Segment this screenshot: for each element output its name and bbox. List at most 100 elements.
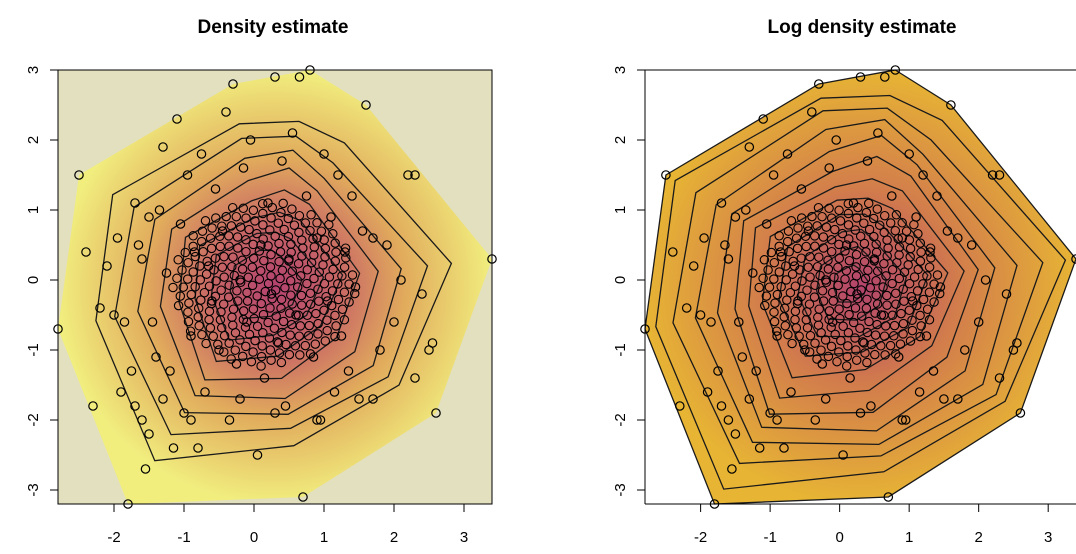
data-point [973,317,984,327]
data-point [836,335,846,346]
contour-line [137,149,402,415]
data-point [361,100,371,110]
density-region [58,70,492,504]
data-point [804,347,815,357]
data-point [817,286,828,296]
data-point [952,394,963,404]
data-point [807,211,817,222]
data-point [173,300,184,311]
data-point [137,415,147,425]
data-point [871,290,881,300]
data-point [798,339,809,350]
data-point [761,219,772,229]
data-point [893,234,903,244]
data-point [769,257,780,268]
data-point [843,341,853,351]
y-tick-label: -1 [612,343,629,356]
data-point [277,327,287,338]
data-point [688,261,699,271]
data-point [260,286,271,297]
data-point [183,307,193,317]
data-point [227,261,237,272]
data-point [872,204,883,214]
data-point [249,313,259,324]
data-point [233,243,243,253]
data-point [959,345,970,355]
data-point [382,240,392,250]
data-point [313,329,323,339]
data-point [774,267,785,277]
data-point [904,278,915,289]
data-point [856,311,867,321]
data-point [858,337,868,347]
data-point [879,331,890,341]
data-point [716,198,727,208]
data-point [815,270,825,281]
y-tick-label: 3 [25,66,42,74]
data-point [188,241,198,252]
data-point [909,272,920,282]
data-point [266,271,276,281]
data-point [396,275,406,285]
data-point [274,238,284,249]
data-point [344,279,354,289]
data-point [202,256,212,267]
data-point [852,293,863,304]
y-tick-label: 2 [25,136,42,144]
data-point [882,290,892,301]
data-point [179,408,189,418]
data-point [273,338,284,348]
data-point [785,287,796,298]
data-point [240,322,251,333]
y-tick-label: 0 [612,276,629,284]
data-point [198,247,208,257]
data-point [796,291,807,302]
data-point [168,443,179,453]
data-point [175,291,186,301]
data-point [190,282,200,292]
data-point [292,282,303,292]
data-point [891,299,901,309]
data-point [863,265,873,276]
panel-density: Density estimate -2 -1 0 1 2 3 -3 -2 -1 0 1 2 3 [25,17,497,546]
data-point [817,211,827,222]
data-point [776,251,787,262]
y-tick-label: 1 [612,206,629,214]
data-point [126,366,137,376]
data-point [410,373,420,383]
data-point [263,241,273,251]
data-point [280,401,291,411]
data-point [339,315,350,325]
data-point [298,492,308,502]
contour-line [644,69,1076,505]
data-point [667,247,678,257]
data-point [183,257,193,268]
data-point [772,415,782,425]
log-density-fill [645,70,1076,504]
data-point [859,256,870,267]
density-fill [58,70,492,504]
data-point [417,289,427,299]
data-point [194,321,204,331]
data-point [328,229,338,239]
data-point [898,318,909,329]
data-point [922,304,933,315]
data-point [820,335,831,345]
data-point [834,205,844,216]
data-point [195,275,206,285]
data-point [760,300,770,311]
data-point [182,170,193,180]
data-point [219,347,229,357]
data-point [674,401,685,411]
data-point [906,291,917,302]
data-point [823,255,833,266]
data-point [865,283,876,293]
data-point [935,282,946,292]
data-point [925,243,936,253]
data-point [241,341,251,352]
data-point [272,337,283,347]
data-point [803,262,814,273]
data-point [833,262,843,273]
data-point [855,323,865,334]
